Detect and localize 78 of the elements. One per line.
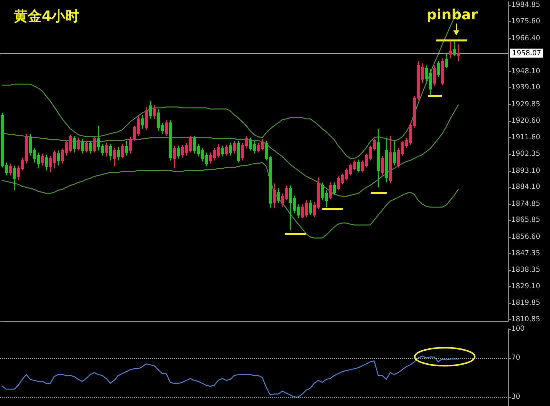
candlestick: [273, 183, 276, 209]
candlestick: [453, 41, 456, 58]
candlestick: [109, 143, 112, 162]
candlestick: [261, 138, 264, 152]
candlestick: [445, 53, 448, 70]
candlestick: [249, 137, 252, 152]
candlestick: [77, 137, 80, 152]
candlestick: [333, 182, 336, 196]
candlestick: [69, 134, 72, 154]
candlestick: [13, 165, 16, 192]
candlestick: [377, 128, 380, 188]
candlestick: [253, 140, 256, 154]
candlestick: [157, 108, 160, 132]
candlestick: [129, 136, 132, 154]
candlestick: [309, 200, 312, 216]
line-series: [2, 162, 459, 239]
candlestick: [49, 155, 52, 174]
candlestick: [169, 120, 172, 162]
candlestick: [165, 120, 168, 136]
line-series: [2, 356, 459, 398]
candlestick: [233, 140, 236, 154]
candlestick: [289, 185, 292, 231]
candlestick: [201, 147, 204, 162]
candlestick: [301, 204, 304, 219]
candlestick: [237, 140, 240, 164]
candlestick: [125, 140, 128, 156]
candlestick: [93, 136, 96, 154]
candlestick: [85, 140, 88, 154]
candlestick: [81, 138, 84, 154]
candlestick: [277, 188, 280, 204]
candlestick: [221, 145, 224, 158]
candlestick: [45, 154, 48, 172]
candlestick: [193, 135, 196, 154]
candlestick: [381, 155, 384, 176]
candlestick: [305, 200, 308, 218]
candlestick: [393, 140, 396, 166]
candlestick: [441, 58, 444, 86]
candlestick: [121, 143, 124, 160]
candlestick: [337, 176, 340, 192]
candlestick: [105, 142, 108, 158]
candlestick: [433, 64, 436, 87]
text: 黄金4小时: [13, 9, 80, 25]
candlestick: [177, 145, 180, 160]
candlestick: [89, 140, 92, 154]
candlestick: [205, 152, 208, 168]
candlestick: [209, 152, 212, 164]
candlestick: [257, 142, 260, 154]
candlestick: [57, 150, 60, 166]
candlestick: [437, 60, 440, 78]
candlestick: [349, 163, 352, 176]
candlestick: [113, 147, 116, 168]
candlestick: [153, 104, 156, 120]
candlestick: [329, 182, 332, 200]
candlestick: [429, 68, 432, 97]
candlestick: [353, 160, 356, 172]
candlestick: [37, 152, 40, 170]
candlestick: [173, 145, 176, 170]
candlestick: [73, 135, 76, 154]
candlestick: [117, 146, 120, 162]
candlestick: [53, 150, 56, 170]
candlestick: [9, 163, 12, 176]
candlestick: [229, 142, 232, 156]
candlestick: [389, 135, 392, 184]
line-series: [2, 104, 459, 197]
candlestick: [41, 153, 44, 166]
candlestick: [217, 143, 220, 158]
candlestick: [141, 114, 144, 130]
candlestick: [213, 147, 216, 162]
candlestick: [345, 168, 348, 182]
candlestick: [449, 41, 452, 60]
candlestick: [385, 137, 388, 184]
candlestick: [181, 144, 184, 158]
candlestick: [457, 44, 460, 62]
candlestick: [149, 100, 152, 120]
candlestick: [145, 106, 148, 130]
candlestick: [189, 135, 192, 154]
candlestick: [357, 159, 360, 174]
candlestick: [225, 144, 228, 156]
